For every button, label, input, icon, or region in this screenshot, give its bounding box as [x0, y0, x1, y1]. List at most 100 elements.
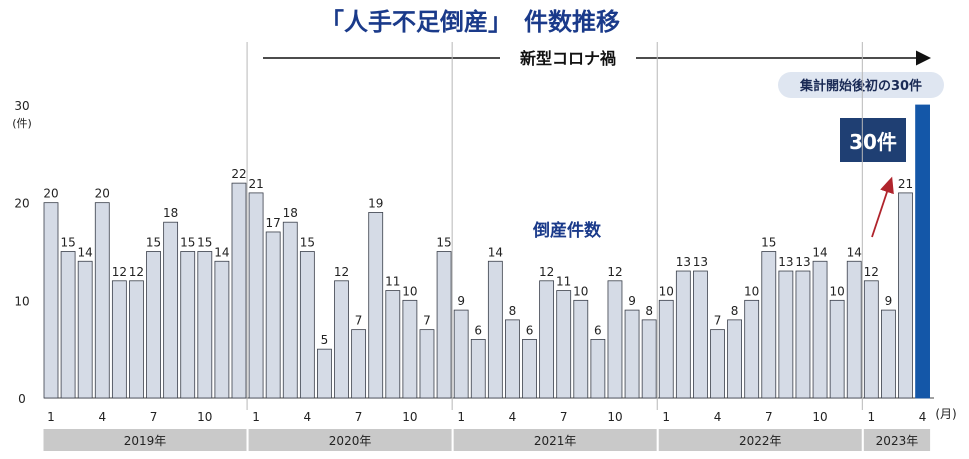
bar-2022年-1: [658, 299, 674, 399]
year-label: 2021年: [534, 434, 577, 448]
bar-value-label: 9: [457, 294, 465, 308]
bar-value-label: 21: [248, 177, 263, 191]
bar-2020年-7: [351, 329, 367, 399]
bar-value-label: 5: [321, 333, 329, 347]
bar-2021年-1: [453, 309, 469, 399]
x-tick-label: 10: [812, 410, 827, 424]
bar-value-label: 10: [829, 284, 844, 298]
bar-2021年-4: [505, 319, 520, 399]
bar-value-label: 18: [283, 206, 298, 220]
year-label: 2020年: [329, 434, 372, 448]
bar-value-label: 15: [761, 236, 776, 250]
bar-2019年-4: [94, 202, 110, 399]
bar-2019年-6: [129, 280, 144, 399]
bar-2021年-8: [573, 299, 589, 399]
bar-value-label: 14: [812, 245, 827, 259]
bar-value-label: 12: [334, 265, 349, 279]
bar-value-label: 15: [197, 236, 212, 250]
bar-2020年-4: [299, 251, 315, 399]
bar-2021年-10: [607, 280, 623, 399]
bar-value-label: 6: [594, 323, 602, 337]
bar-value-label: 14: [488, 245, 503, 259]
bar-2022年-4: [710, 329, 725, 399]
bar-2021年-12: [641, 319, 657, 399]
bar-value-label: 8: [509, 304, 517, 318]
chart-title: 「人手不足倒産」 件数推移: [320, 8, 620, 36]
bar-2021年-5: [522, 338, 537, 399]
bar-2019年-12: [231, 182, 247, 399]
bar-value-label: 6: [526, 323, 534, 337]
bar-value-label: 21: [898, 177, 913, 191]
bar-value-label: 10: [573, 284, 588, 298]
bar-2021年-9: [590, 338, 606, 399]
bar-value-label: 20: [43, 187, 58, 201]
bar-value-label: 19: [368, 196, 383, 210]
bar-value-label: 7: [423, 314, 431, 328]
bar-value-label: 9: [628, 294, 636, 308]
bar-value-label: 11: [385, 275, 400, 289]
bar-2019年-2: [60, 251, 76, 399]
bar-value-label: 15: [146, 236, 161, 250]
bar-value-label: 13: [693, 255, 708, 269]
bar-2022年-11: [829, 299, 845, 399]
series-label: 倒産件数: [532, 220, 602, 241]
bar-2020年-9: [385, 290, 401, 399]
bar-2022年-3: [693, 270, 708, 399]
bar-value-label: 13: [795, 255, 810, 269]
year-label: 2019年: [124, 434, 167, 448]
covid-label: 新型コロナ禍: [520, 49, 616, 68]
x-tick-label: 1: [662, 410, 670, 424]
bar-value-label: 15: [180, 236, 195, 250]
bar-2020年-11: [419, 329, 435, 399]
x-tick-label: 10: [607, 410, 622, 424]
x-tick-label: 4: [919, 410, 927, 424]
bar-value-label: 13: [676, 255, 691, 269]
x-tick-label: 7: [150, 410, 158, 424]
bar-value-label: 7: [714, 314, 722, 328]
bar-2019年-3: [77, 260, 93, 399]
x-tick-label: 1: [457, 410, 465, 424]
bar-2020年-12: [436, 251, 452, 399]
bar-value-label: 15: [300, 236, 315, 250]
bar-2023年-3: [898, 192, 913, 399]
bar-value-label: 11: [556, 275, 571, 289]
bar-2021年-7: [556, 290, 572, 399]
bar-2020年-2: [265, 231, 281, 399]
year-band: [43, 429, 247, 451]
y-tick-label: 20: [14, 197, 29, 211]
x-tick-label: 4: [714, 410, 722, 424]
bar-value-label: 6: [474, 323, 482, 337]
x-tick-label: 10: [402, 410, 417, 424]
x-tick-label: 4: [304, 410, 312, 424]
bar-value-label: 18: [163, 206, 178, 220]
bar-value-label: 17: [266, 216, 281, 230]
bar-value-label: 14: [78, 245, 93, 259]
y-tick-label: 10: [14, 294, 29, 308]
x-tick-label: 7: [765, 410, 773, 424]
bar-2022年-5: [727, 319, 742, 399]
bar-2023年-2: [881, 309, 896, 399]
bar-2020年-10: [402, 299, 418, 399]
bar-2022年-2: [675, 270, 691, 399]
increase-arrow: [871, 176, 894, 238]
x-tick-label: 7: [560, 410, 568, 424]
bar-value-label: 13: [778, 255, 793, 269]
bar-2019年-7: [146, 251, 161, 399]
bar-2023年-4: [915, 104, 930, 399]
bar-2021年-11: [624, 309, 640, 399]
x-tick-label: 7: [355, 410, 363, 424]
y-tick-label: 30: [14, 99, 29, 113]
bar-2019年-10: [197, 251, 213, 399]
bar-2020年-5: [317, 348, 332, 399]
bar-2022年-7: [761, 251, 777, 399]
bar-value-label: 15: [436, 236, 451, 250]
year-band: [863, 429, 931, 451]
bar-value-label: 10: [744, 284, 759, 298]
bar-2019年-8: [163, 221, 179, 399]
year-band: [658, 429, 862, 451]
bar-2022年-10: [812, 260, 828, 399]
bar-value-label: 22: [231, 167, 246, 181]
bar-2019年-9: [180, 251, 196, 399]
x-tick-label: 10: [197, 410, 212, 424]
